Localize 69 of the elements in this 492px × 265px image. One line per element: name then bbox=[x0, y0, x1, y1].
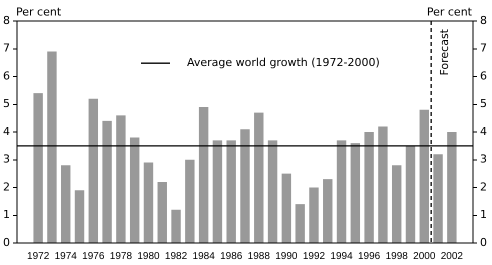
x-tick-label: 1994 bbox=[330, 250, 354, 262]
x-tick-label: 1982 bbox=[164, 250, 188, 262]
bar bbox=[61, 165, 70, 242]
x-tick-label: 2000 bbox=[413, 250, 436, 262]
bar bbox=[74, 190, 84, 242]
bar bbox=[102, 120, 112, 242]
bar bbox=[212, 140, 222, 242]
x-tick-label: 2002 bbox=[440, 250, 464, 262]
x-tick-label: 1978 bbox=[110, 250, 132, 262]
bar bbox=[350, 143, 360, 242]
bar bbox=[185, 160, 195, 242]
x-tick-label: 1976 bbox=[82, 250, 105, 262]
y2-tick-label: 7 bbox=[480, 42, 487, 55]
bar bbox=[433, 154, 443, 242]
bar bbox=[406, 146, 416, 242]
bar bbox=[158, 182, 167, 242]
y2-tick-label: 5 bbox=[480, 97, 487, 110]
y2-tick-label: 4 bbox=[480, 124, 487, 138]
y-tick-label: 7 bbox=[3, 42, 10, 55]
bar bbox=[295, 204, 305, 242]
y2-tick-label: 2 bbox=[480, 180, 487, 194]
x-tick-label: 1992 bbox=[302, 250, 326, 262]
y-tick-label: 2 bbox=[3, 180, 10, 194]
bar bbox=[309, 188, 319, 242]
bar bbox=[254, 112, 264, 242]
y-tick-label: 6 bbox=[3, 69, 10, 82]
bar bbox=[144, 162, 154, 242]
x-tick-label: 1990 bbox=[275, 250, 298, 262]
y2-axis-title: Per cent bbox=[426, 5, 473, 18]
y-tick-label: 3 bbox=[3, 152, 10, 166]
x-tick-label: 1980 bbox=[137, 250, 160, 262]
x-tick-label: 1974 bbox=[54, 250, 78, 262]
bar bbox=[282, 174, 292, 242]
x-tick-label: 1984 bbox=[192, 250, 216, 262]
bar bbox=[171, 210, 181, 242]
bar bbox=[33, 93, 43, 242]
x-tick-label: 1988 bbox=[248, 250, 270, 262]
x-tick-label: 1998 bbox=[386, 250, 408, 262]
bar bbox=[198, 107, 208, 242]
y-tick-label: 0 bbox=[3, 236, 10, 249]
bar bbox=[323, 179, 332, 242]
bar bbox=[226, 140, 236, 242]
bar bbox=[116, 115, 126, 242]
bar bbox=[336, 140, 346, 242]
y-axis-title: Per cent bbox=[16, 5, 62, 18]
y2-tick-label: 6 bbox=[480, 69, 487, 82]
y2-tick-label: 0 bbox=[480, 236, 487, 249]
bar bbox=[47, 52, 57, 242]
x-tick-label: 1986 bbox=[220, 250, 243, 262]
bar bbox=[88, 98, 98, 242]
ref-line-label: Forecast bbox=[438, 28, 452, 76]
y-tick-label: 5 bbox=[3, 97, 10, 110]
y-tick-label: 8 bbox=[3, 14, 10, 27]
bar bbox=[378, 126, 388, 242]
bar bbox=[130, 138, 140, 242]
bar bbox=[420, 110, 429, 242]
y2-tick-label: 8 bbox=[480, 14, 487, 27]
y-tick-label: 1 bbox=[3, 208, 10, 222]
bar bbox=[364, 132, 374, 242]
bar bbox=[240, 129, 250, 242]
y2-tick-label: 3 bbox=[480, 152, 487, 166]
legend-label: Average world growth (1972-2000) bbox=[187, 56, 380, 70]
bar bbox=[447, 132, 457, 242]
x-tick-label: 1972 bbox=[27, 250, 50, 262]
bar bbox=[392, 165, 402, 242]
bar bbox=[268, 140, 278, 242]
y-tick-label: 4 bbox=[3, 124, 10, 138]
x-tick-label: 1996 bbox=[358, 250, 381, 262]
y2-tick-label: 1 bbox=[480, 208, 487, 222]
